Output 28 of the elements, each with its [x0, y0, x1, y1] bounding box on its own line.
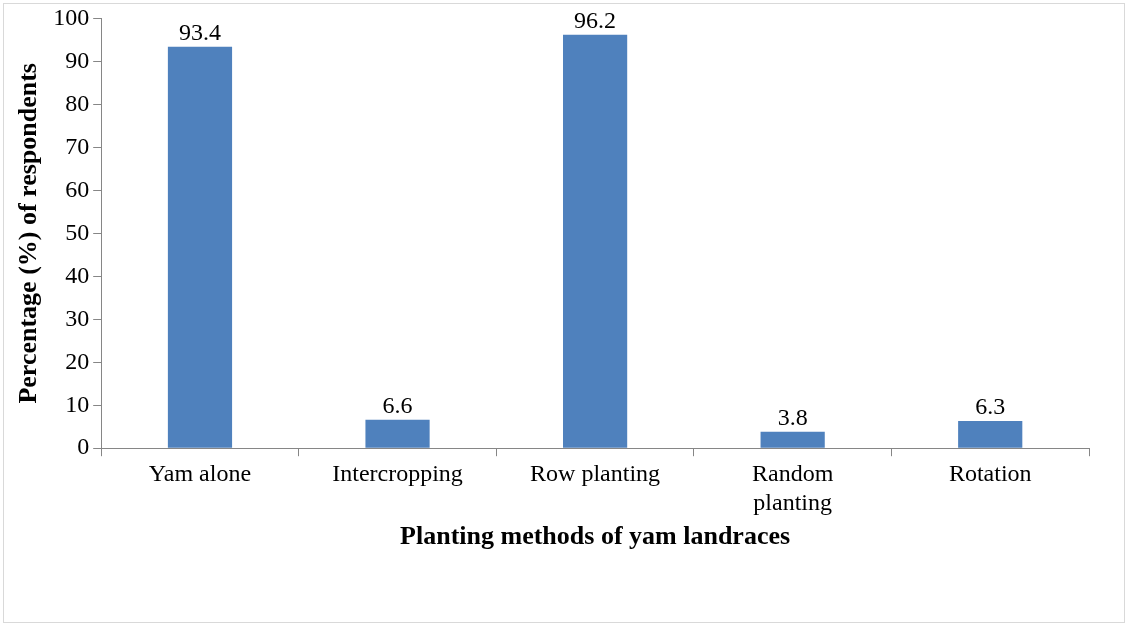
bar — [958, 421, 1023, 448]
bar — [167, 46, 233, 448]
x-tick-label: Intercropping — [332, 459, 463, 486]
y-tick-label: 30 — [65, 304, 90, 331]
y-tick-label: 90 — [65, 46, 90, 73]
x-tick-label: Random planting — [752, 459, 834, 515]
y-tick-label: 100 — [53, 3, 90, 30]
data-label: 93.4 — [178, 19, 221, 46]
y-tick-label: 80 — [65, 89, 90, 116]
y-tick-label: 10 — [65, 390, 90, 417]
data-label: 96.2 — [574, 7, 617, 34]
y-tick-label: 70 — [65, 132, 90, 159]
bar — [365, 419, 430, 448]
y-tick-label: 0 — [77, 433, 90, 460]
y-tick-label: 60 — [65, 175, 90, 202]
bar — [760, 431, 825, 448]
y-axis-title: Percentage (%) of respondents — [13, 63, 43, 404]
x-tick-label: Rotation — [948, 459, 1032, 486]
x-tick-label: Row planting — [530, 459, 661, 486]
y-tick-label: 20 — [65, 347, 90, 374]
y-tick-label: 40 — [65, 261, 90, 288]
bar — [563, 34, 628, 448]
x-axis-title: Planting methods of yam landraces — [400, 521, 791, 551]
data-label: 3.8 — [777, 404, 808, 431]
y-tick-label: 50 — [65, 218, 90, 245]
data-label: 6.6 — [382, 392, 413, 419]
x-tick-label: Yam alone — [148, 459, 252, 486]
data-label: 6.3 — [975, 393, 1006, 420]
